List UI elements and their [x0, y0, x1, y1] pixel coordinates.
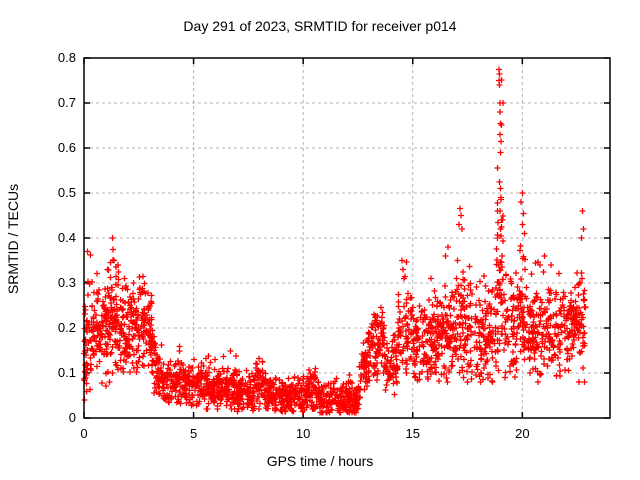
x-tick-label: 15: [405, 426, 420, 441]
chart-title: Day 291 of 2023, SRMTID for receiver p01…: [183, 18, 457, 34]
y-tick-label: 0.8: [57, 50, 76, 65]
y-tick-label: 0.7: [57, 95, 76, 110]
y-tick-label: 0.4: [57, 230, 76, 245]
y-tick-label: 0.2: [57, 320, 76, 335]
y-tick-label: 0.6: [57, 140, 76, 155]
y-tick-label: 0.1: [57, 365, 76, 380]
scatter-points: [81, 66, 589, 416]
x-axis-label: GPS time / hours: [266, 453, 374, 469]
plot-border: [83, 57, 611, 419]
x-tick-label: 20: [515, 426, 530, 441]
y-tick-label: 0: [68, 410, 76, 425]
x-tick-label: 5: [189, 426, 198, 441]
x-tick-label: 0: [80, 426, 88, 441]
x-tick-label: 10: [295, 426, 311, 441]
y-tick-label: 0.5: [57, 185, 76, 200]
y-tick-label: 0.3: [57, 275, 76, 290]
